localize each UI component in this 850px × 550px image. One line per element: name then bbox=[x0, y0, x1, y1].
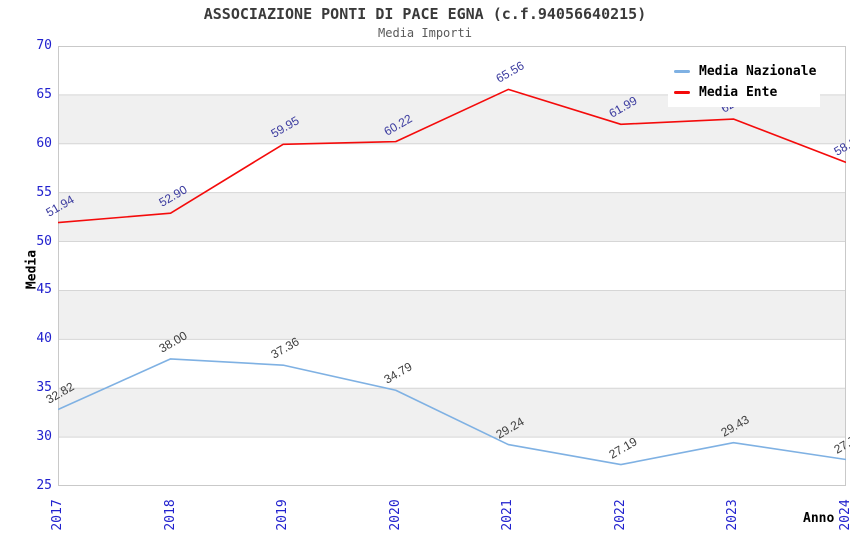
y-tick-30: 30 bbox=[36, 429, 52, 445]
chart-subtitle: Media Importi bbox=[378, 26, 472, 40]
y-axis-title: Media bbox=[24, 249, 40, 290]
plot-area bbox=[58, 46, 846, 486]
x-tick-2019: 2019 bbox=[275, 499, 291, 531]
legend-label-media-nazionale: Media Nazionale bbox=[699, 64, 817, 79]
y-tick-60: 60 bbox=[36, 135, 52, 151]
y-tick-40: 40 bbox=[36, 331, 52, 347]
plot-svg bbox=[58, 46, 846, 486]
legend-item-media-nazionale: Media Nazionale bbox=[674, 61, 820, 82]
y-tick-35: 35 bbox=[36, 380, 52, 396]
media-ente-line bbox=[58, 88, 846, 224]
x-tick-2020: 2020 bbox=[387, 499, 403, 531]
legend-label-media-ente: Media Ente bbox=[699, 85, 778, 100]
x-tick-2018: 2018 bbox=[162, 499, 178, 531]
x-tick-2022: 2022 bbox=[612, 499, 628, 531]
chart-title: ASSOCIAZIONE PONTI DI PACE EGNA (c.f.940… bbox=[203, 5, 647, 23]
x-tick-2021: 2021 bbox=[500, 499, 516, 531]
media-ente-swatch-icon bbox=[674, 91, 690, 94]
band-fill bbox=[58, 290, 846, 340]
plot-frame bbox=[58, 46, 846, 486]
x-axis-title: Anno bbox=[803, 511, 835, 526]
media-nazionale-line bbox=[58, 358, 846, 466]
media-nazionale-swatch-icon bbox=[674, 70, 690, 73]
x-tick-2023: 2023 bbox=[725, 499, 741, 531]
y-tick-55: 55 bbox=[36, 184, 52, 200]
legend-item-media-ente: Media Ente bbox=[674, 82, 820, 103]
band-fill bbox=[58, 388, 846, 438]
band-fill bbox=[58, 192, 846, 242]
x-tick-2017: 2017 bbox=[50, 499, 65, 531]
y-tick-65: 65 bbox=[36, 86, 52, 102]
legend: Media Nazionale Media Ente bbox=[668, 57, 820, 107]
y-tick-25: 25 bbox=[36, 478, 52, 493]
y-tick-70: 70 bbox=[36, 38, 52, 53]
